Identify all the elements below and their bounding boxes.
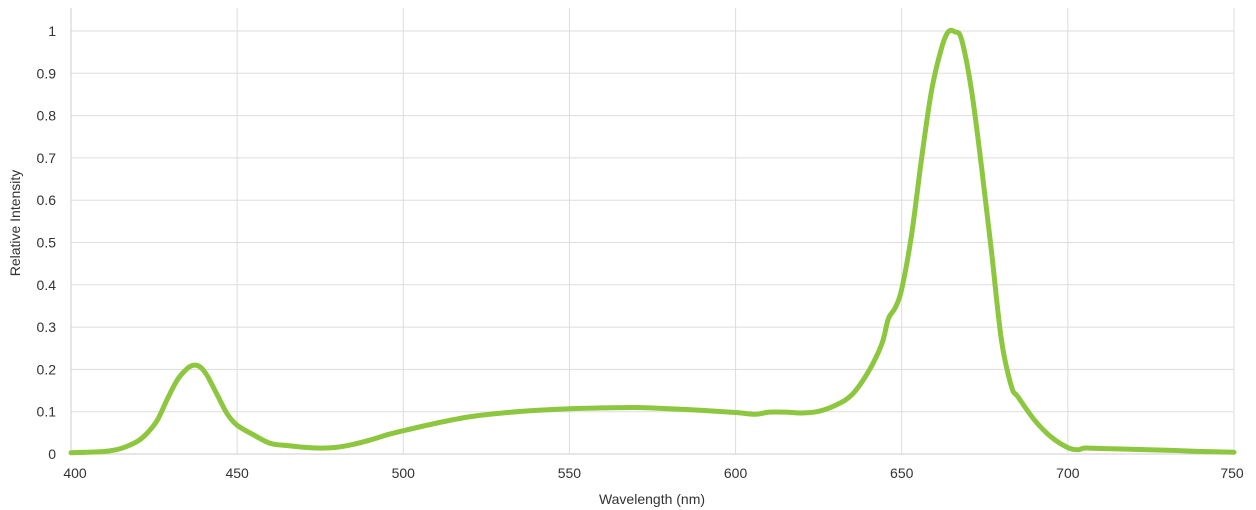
y-tick-label: 0.1: [37, 404, 57, 420]
y-tick-label: 0: [48, 446, 56, 462]
y-tick-label: 1: [48, 23, 56, 39]
series-line: [68, 27, 1237, 456]
x-tick-label: 750: [1220, 465, 1244, 481]
x-tick-label: 700: [1056, 465, 1080, 481]
x-axis-title: Wavelength (nm): [599, 491, 705, 507]
x-tick-label: 650: [890, 465, 914, 481]
x-tick-label: 400: [63, 465, 87, 481]
y-axis-ticks: 0 0.1 0.2 0.3 0.4 0.5 0.6 0.7 0.8 0.9 1: [37, 23, 57, 462]
y-axis-title: Relative Intensity: [7, 170, 23, 277]
y-tick-label: 0.3: [37, 319, 57, 335]
x-tick-label: 600: [724, 465, 748, 481]
x-tick-label: 500: [392, 465, 416, 481]
y-tick-label: 0.5: [37, 235, 57, 251]
x-tick-label: 550: [558, 465, 582, 481]
x-tick-label: 450: [225, 465, 249, 481]
y-tick-label: 0.9: [37, 65, 57, 81]
y-tick-label: 0.6: [37, 192, 57, 208]
y-tick-label: 0.8: [37, 108, 57, 124]
y-tick-label: 0.2: [37, 361, 57, 377]
x-axis-ticks: 400 450 500 550 600 650 700 750: [63, 465, 1244, 481]
grid-lines: [70, 8, 1235, 455]
y-tick-label: 0.7: [37, 150, 57, 166]
y-tick-label: 0.4: [37, 277, 57, 293]
